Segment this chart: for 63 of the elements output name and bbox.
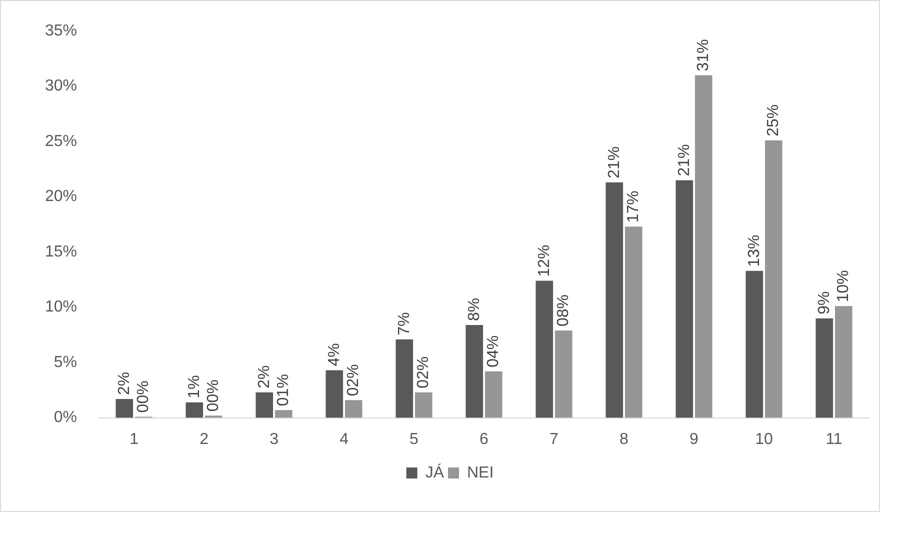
data-label: 2% <box>256 365 273 388</box>
x-tick-label: 10 <box>755 430 774 448</box>
y-tick-label: 25% <box>44 132 78 150</box>
y-tick-label: 15% <box>44 243 78 260</box>
data-label: 02% <box>415 356 432 388</box>
data-label: 04% <box>485 335 502 368</box>
y-tick-label: 5% <box>54 354 78 371</box>
bar <box>116 399 134 418</box>
bar <box>536 280 554 418</box>
data-label: 31% <box>695 39 712 72</box>
data-label: 01% <box>275 374 292 406</box>
x-tick-label: 3 <box>270 430 279 448</box>
data-label: 17% <box>625 190 642 223</box>
data-label: 08% <box>555 294 572 326</box>
data-label: 7% <box>396 312 413 336</box>
data-label: 8% <box>466 298 483 321</box>
bar <box>834 306 852 418</box>
data-label: 12% <box>536 244 553 277</box>
x-tick-label: 8 <box>620 430 629 448</box>
data-label: 9% <box>816 291 833 314</box>
bar <box>326 370 344 418</box>
x-tick-label: 11 <box>826 430 842 448</box>
x-tick-label: 5 <box>410 430 419 448</box>
y-tick-label: 20% <box>44 188 78 206</box>
x-tick-label: 6 <box>480 430 489 448</box>
y-tick-label: 35% <box>44 22 78 40</box>
bar <box>396 339 414 418</box>
data-label: 10% <box>835 270 852 302</box>
x-tick-label: 9 <box>690 430 699 448</box>
bar <box>746 270 764 418</box>
bar <box>274 410 292 418</box>
bar <box>484 371 502 418</box>
data-label: 2% <box>116 372 133 396</box>
data-label: 4% <box>326 343 343 366</box>
bar <box>414 392 432 418</box>
bar <box>694 75 712 418</box>
y-tick-label: 0% <box>54 409 78 426</box>
x-tick-label: 2 <box>200 430 209 448</box>
bar <box>606 182 624 418</box>
data-label: 1% <box>186 375 203 398</box>
data-label: 21% <box>606 146 623 178</box>
x-tick-label: 7 <box>550 430 559 448</box>
bar <box>256 392 274 418</box>
y-tick-label: 30% <box>44 78 78 95</box>
bar <box>764 140 782 418</box>
bar <box>344 400 362 418</box>
bar <box>676 180 694 418</box>
bar <box>186 402 204 418</box>
data-label: 00% <box>135 380 152 413</box>
data-label: 21% <box>676 144 693 176</box>
legend-label: NEI <box>467 464 494 482</box>
bar <box>816 318 834 418</box>
bar <box>554 330 572 418</box>
legend-label: JÁ <box>425 463 444 482</box>
y-tick-label: 10% <box>44 298 78 316</box>
bar <box>624 226 642 418</box>
bar <box>466 324 484 418</box>
x-tick-label: 1 <box>130 430 139 448</box>
data-label: 02% <box>345 364 362 396</box>
data-label: 25% <box>765 104 782 136</box>
data-label: 00% <box>205 380 222 412</box>
x-tick-label: 4 <box>340 430 349 448</box>
data-label: 13% <box>746 234 763 267</box>
